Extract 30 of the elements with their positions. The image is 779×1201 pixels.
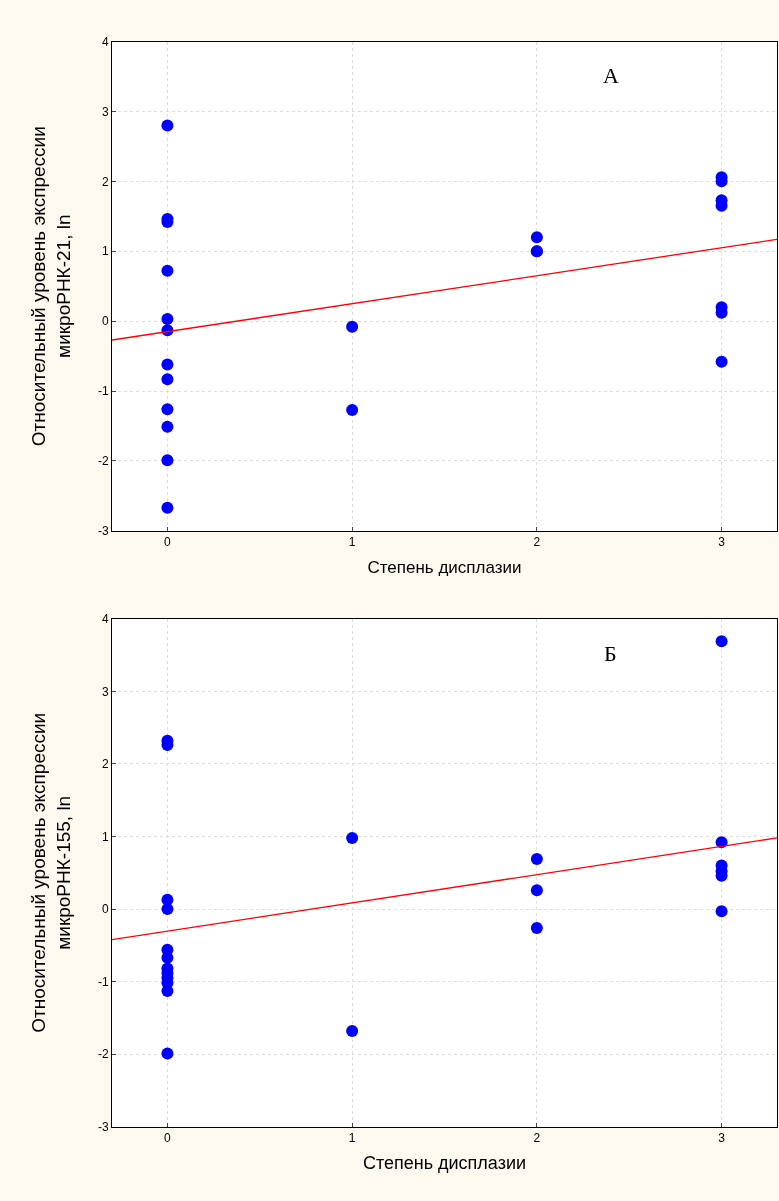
y-tick-label: -2 xyxy=(97,454,109,469)
x-tick-label: 3 xyxy=(718,535,726,550)
x-tick-label: 2 xyxy=(533,535,541,550)
y-tick-label: 1 xyxy=(101,244,109,259)
y-tick-label: -1 xyxy=(97,384,109,399)
y-axis-title: Относительный уровень экспрессии микроРНК-21, ln xyxy=(28,126,74,447)
y-tick-label: -1 xyxy=(97,974,109,989)
x-tick-label: 2 xyxy=(533,1131,541,1146)
y-tick-label: 2 xyxy=(101,757,109,772)
x-tick-label: 3 xyxy=(718,1131,726,1146)
y-tick-label: 3 xyxy=(101,104,109,119)
y-tick-label: 3 xyxy=(101,684,109,699)
x-axis-title: Степень дисплазии xyxy=(367,557,522,577)
y-tick-label: 0 xyxy=(101,902,109,917)
x-tick-label: 1 xyxy=(348,535,356,550)
y-axis-title: Относительный уровень экспрессии микроРНК-155, ln xyxy=(28,712,74,1033)
y-tick-label: -3 xyxy=(97,1119,109,1134)
x-tick-label: 0 xyxy=(164,535,172,550)
y-tick-label: 4 xyxy=(101,611,109,626)
y-tick-label: 1 xyxy=(101,829,109,844)
x-tick-label: 0 xyxy=(164,1131,172,1146)
y-tick-label: 4 xyxy=(101,34,109,49)
annotation: А xyxy=(603,63,619,88)
annotation: Б xyxy=(604,641,617,666)
x-axis-title: Степень дисплазии xyxy=(362,1153,527,1174)
y-tick-label: -2 xyxy=(97,1047,109,1062)
y-tick-label: 0 xyxy=(101,314,109,329)
x-tick-label: 1 xyxy=(348,1131,356,1146)
y-tick-label: -3 xyxy=(97,524,109,539)
y-tick-label: 2 xyxy=(101,174,109,189)
